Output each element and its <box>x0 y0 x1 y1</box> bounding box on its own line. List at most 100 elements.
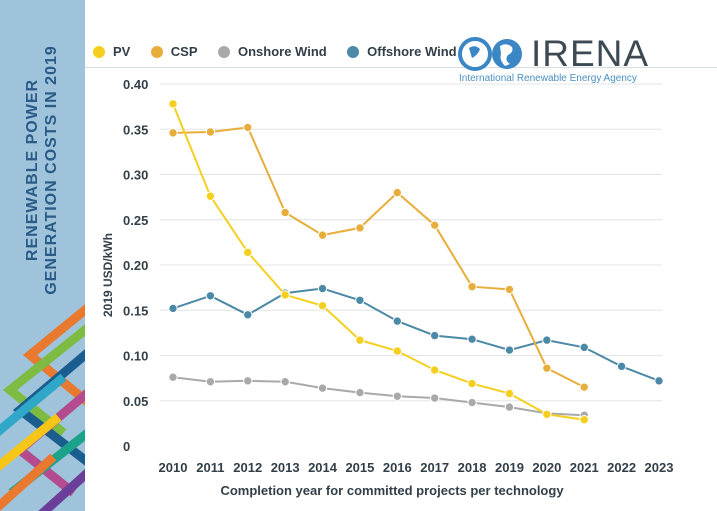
data-point-offshore-wind <box>168 303 178 314</box>
data-point-offshore-wind <box>654 376 664 386</box>
data-point-onshore-wind <box>355 387 365 398</box>
globe-icon <box>458 37 522 71</box>
y-tick-label: 0.40 <box>123 77 148 92</box>
chart-series <box>168 99 664 425</box>
data-point-offshore-wind <box>243 310 253 320</box>
y-tick-label: 0 <box>123 439 130 454</box>
y-axis-ticks: 0 0.05 0.10 0.15 0.20 0.25 0.30 0.35 0.40 <box>123 77 148 454</box>
data-point-offshore-wind <box>355 295 365 305</box>
y-tick-label: 0.30 <box>123 168 148 183</box>
chart-legend: PV CSP Onshore Wind Offshore Wind <box>93 44 473 60</box>
legend-label-csp: CSP <box>170 44 198 59</box>
x-tick-label: 2011 <box>196 460 224 475</box>
legend-item-pv: PV <box>93 44 130 59</box>
series-pv <box>168 99 589 425</box>
data-point-pv <box>243 247 253 258</box>
data-point-offshore-wind <box>504 345 515 355</box>
data-point-onshore-wind <box>317 383 328 393</box>
legend-label-offshore-wind: Offshore Wind <box>367 44 457 59</box>
data-point-csp <box>392 187 403 198</box>
legend-swatch-onshore-wind <box>217 45 230 58</box>
irena-logo: IRENA International Renewable Energy Age… <box>456 32 656 90</box>
x-tick-label: 2013 <box>271 460 300 475</box>
data-point-csp <box>579 382 589 392</box>
x-tick-label: 2019 <box>495 460 524 475</box>
data-point-offshore-wind <box>429 330 440 341</box>
legend-swatch-pv <box>93 45 105 58</box>
legend-item-offshore-wind: Offshore Wind <box>347 44 457 59</box>
x-tick-label: 2015 <box>345 460 374 475</box>
x-tick-label: 2021 <box>570 460 599 475</box>
data-point-pv <box>542 409 552 420</box>
data-point-pv <box>168 99 178 109</box>
chart-grid <box>160 83 662 402</box>
data-point-onshore-wind <box>429 393 440 403</box>
sidebar-panel: Renewable power generation costs in 2019 <box>0 0 85 511</box>
data-point-pv <box>467 378 477 389</box>
data-point-pv <box>579 415 589 425</box>
data-point-pv <box>504 388 515 399</box>
y-tick-label: 0.25 <box>123 213 148 228</box>
data-point-offshore-wind <box>467 334 477 344</box>
x-tick-label: 2017 <box>420 460 449 475</box>
data-point-pv <box>317 301 328 311</box>
decorative-stripes <box>0 304 85 511</box>
y-axis-label: 2019 USD/kWh <box>101 233 115 317</box>
data-point-offshore-wind <box>392 316 403 326</box>
data-point-csp <box>280 207 290 218</box>
data-point-onshore-wind <box>467 397 477 408</box>
data-point-csp <box>542 363 552 373</box>
x-tick-label: 2020 <box>532 460 561 475</box>
x-tick-label: 2016 <box>383 460 412 475</box>
data-point-offshore-wind <box>317 283 328 294</box>
legend-item-csp: CSP <box>150 44 198 59</box>
series-csp <box>168 122 589 392</box>
data-point-csp <box>168 128 178 138</box>
x-tick-label: 2010 <box>159 460 188 475</box>
x-tick-label: 2023 <box>645 460 674 475</box>
series-line-pv <box>172 103 585 421</box>
series-line-offshore-wind <box>172 287 660 382</box>
data-point-pv <box>205 191 216 201</box>
y-tick-label: 0.15 <box>123 303 148 318</box>
legend-item-onshore-wind: Onshore Wind <box>217 44 327 59</box>
data-point-onshore-wind <box>243 376 253 386</box>
x-axis-ticks: 2010 2011 2012 2013 2014 2015 2016 2017 2018 2019… <box>159 460 674 475</box>
data-point-pv <box>280 290 290 300</box>
data-point-onshore-wind <box>392 391 403 401</box>
series-line-csp <box>172 126 585 389</box>
data-point-csp <box>504 284 515 295</box>
data-point-csp <box>467 282 477 292</box>
logo-wordmark: IRENA <box>531 33 650 74</box>
y-tick-label: 0.20 <box>123 258 148 273</box>
legend-swatch-offshore-wind <box>347 45 360 58</box>
data-point-csp <box>355 223 365 233</box>
y-tick-label: 0.05 <box>123 394 148 409</box>
x-tick-label: 2018 <box>458 460 487 475</box>
data-point-offshore-wind <box>205 291 216 301</box>
data-point-offshore-wind <box>579 342 589 353</box>
legend-label-pv: PV <box>113 44 131 59</box>
data-point-onshore-wind <box>205 377 216 387</box>
data-point-csp <box>243 122 253 133</box>
x-axis-label: Completion year for committed projects p… <box>220 483 564 498</box>
series-line-onshore-wind <box>172 376 585 417</box>
data-point-csp <box>205 127 216 137</box>
data-point-csp <box>429 220 440 230</box>
legend-label-onshore-wind: Onshore Wind <box>237 44 327 59</box>
y-tick-label: 0.35 <box>123 122 148 137</box>
data-point-offshore-wind <box>542 335 552 345</box>
data-point-pv <box>392 346 403 356</box>
x-tick-label: 2022 <box>607 460 636 475</box>
data-point-pv <box>429 365 440 375</box>
header-divider <box>85 67 717 68</box>
data-point-onshore-wind <box>504 402 515 412</box>
logo-subtitle: International Renewable Energy Agency <box>459 73 637 84</box>
series-onshore-wind <box>168 372 589 420</box>
x-tick-label: 2012 <box>233 460 262 475</box>
data-point-offshore-wind <box>616 361 627 372</box>
data-point-onshore-wind <box>168 372 178 382</box>
data-point-csp <box>317 230 328 240</box>
x-tick-label: 2014 <box>308 460 338 475</box>
